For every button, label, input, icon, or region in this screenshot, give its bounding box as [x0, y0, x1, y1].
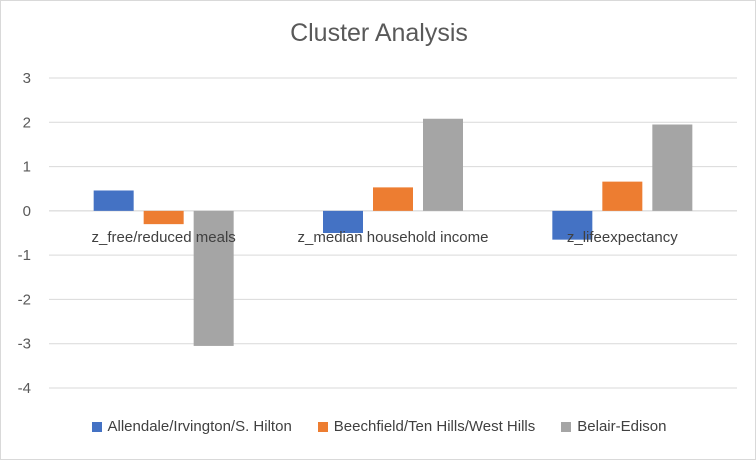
bar: [193, 210, 234, 346]
y-tick-label: 3: [23, 70, 31, 87]
legend-item: Beechfield/Ten Hills/West Hills: [317, 418, 536, 435]
plot-area: 3 2 1 0 -1 -2 -3 -4 z_free/reduced meals z_median…: [18, 70, 737, 397]
bar: [602, 181, 643, 211]
bar: [373, 187, 413, 211]
axis-labels: 3 2 1 0 -1 -2 -3 -4 z_free/reduced meals z_median…: [18, 70, 679, 397]
legend-item: Allendale/Irvington/S. Hilton: [91, 418, 292, 435]
y-tick-label: -4: [18, 380, 31, 397]
y-tick-label: 2: [23, 114, 31, 131]
legend-label: Belair-Edison: [577, 418, 667, 435]
legend-swatch: [317, 421, 328, 432]
bar: [323, 210, 363, 233]
bars: [93, 118, 693, 346]
category-label: z_free/reduced meals: [92, 229, 236, 246]
category-label: z_median household income: [298, 229, 489, 246]
y-tick-label: -2: [18, 291, 31, 308]
bar: [423, 118, 463, 211]
chart-title: Cluster Analysis: [290, 19, 468, 47]
legend-swatch: [561, 421, 572, 432]
legend-item: Belair-Edison: [561, 418, 666, 435]
category-label: z_lifeexpectancy: [567, 229, 678, 246]
y-tick-label: -3: [18, 336, 31, 353]
y-tick-label: 1: [23, 159, 31, 176]
legend-swatch: [91, 421, 102, 432]
legend-label: Beechfield/Ten Hills/West Hills: [333, 418, 536, 435]
legend-label: Allendale/Irvington/S. Hilton: [107, 418, 292, 435]
y-tick-label: -1: [18, 247, 31, 264]
y-tick-label: 0: [23, 203, 31, 220]
bar: [552, 210, 593, 240]
legend: Allendale/Irvington/S. Hilton Beechfield/…: [1, 418, 756, 435]
bar: [652, 124, 693, 211]
bar: [143, 210, 184, 225]
bar: [93, 190, 134, 211]
